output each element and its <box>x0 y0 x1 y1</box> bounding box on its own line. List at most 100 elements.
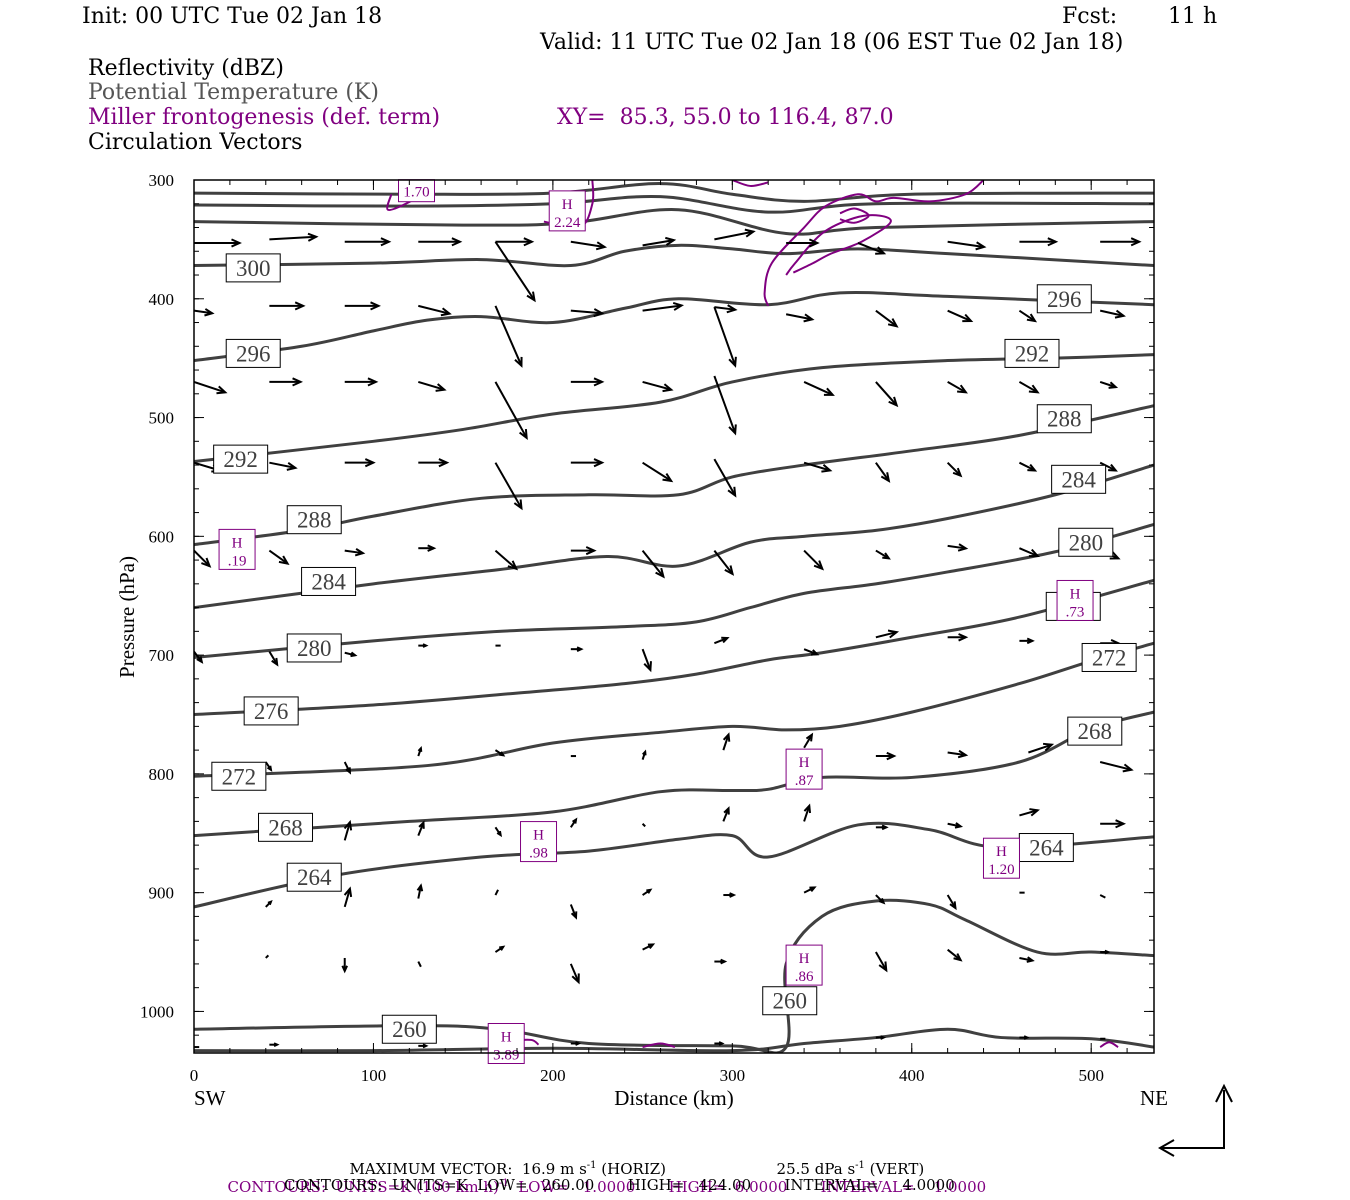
contour-label-text: 292 <box>223 447 258 472</box>
frontogenesis-contour <box>839 207 870 224</box>
vector-head <box>647 943 656 950</box>
circulation-vector <box>344 377 379 387</box>
circulation-vector <box>875 629 900 639</box>
high-box <box>548 190 586 232</box>
vector-shaft <box>1019 547 1039 557</box>
vector-head <box>496 830 503 838</box>
circulation-vector <box>642 461 674 483</box>
vector-head <box>1108 463 1118 472</box>
theta-contour-260 <box>194 898 1154 1053</box>
circulation-vector <box>947 633 969 642</box>
reference-vector-icon <box>1157 1083 1233 1157</box>
vector-head <box>821 463 833 473</box>
vector-head <box>370 301 381 311</box>
vector-head <box>957 384 968 394</box>
x-tick-label: 200 <box>540 1066 566 1085</box>
vector-head <box>1108 381 1119 389</box>
theta-contour-label: 264 <box>1018 833 1074 863</box>
max-vector-horiz-tag: (HORIZ) <box>596 1160 667 1178</box>
high-value: .86 <box>795 969 814 985</box>
circulation-vector <box>341 957 348 974</box>
vector-head <box>1027 463 1038 472</box>
circulation-vector <box>803 549 825 571</box>
circulation-vector <box>642 943 656 951</box>
circulation-vector <box>722 732 731 751</box>
frontogenesis-high: H 1.20 <box>982 837 1020 879</box>
circulation-vector <box>1019 237 1059 247</box>
vector-shaft <box>642 239 674 247</box>
circulation-vector <box>713 458 737 498</box>
vector-shaft <box>946 894 957 909</box>
circulation-vector <box>344 458 376 468</box>
vector-head <box>1109 551 1121 560</box>
vector-shaft <box>641 648 652 671</box>
theta-contour-label: 284 <box>1051 464 1107 494</box>
circulation-vector <box>494 826 503 838</box>
vector-shaft <box>947 309 972 322</box>
contour-label-box <box>1058 527 1114 557</box>
vector-head <box>886 751 897 761</box>
theta-contour-284 <box>194 463 1154 610</box>
vector-head <box>451 237 463 247</box>
vector-shaft <box>417 961 422 968</box>
vector-head <box>1029 808 1040 817</box>
frontogenesis-contour <box>731 180 769 187</box>
theta-contour-label: 292 <box>213 444 269 474</box>
circulation-vector <box>857 242 887 255</box>
circulation-vector <box>1100 237 1142 247</box>
circulation-vector <box>344 301 381 311</box>
circulation-vector <box>417 820 425 837</box>
contour-label-text: 280 <box>297 636 332 661</box>
vector-head <box>585 546 597 556</box>
vector-head <box>204 308 215 317</box>
theta-contour-268 <box>194 710 1154 838</box>
vector-shaft <box>785 313 813 321</box>
vector-shaft <box>1099 894 1106 899</box>
contour-label-box <box>213 444 269 474</box>
contour-label-text: 284 <box>311 569 346 594</box>
vector-head <box>343 819 353 831</box>
circulation-vector <box>269 232 319 242</box>
vector-head <box>882 552 891 560</box>
vector-head <box>646 888 653 894</box>
vector-head <box>231 238 242 248</box>
vector-head <box>435 383 447 392</box>
theta-contour-288 <box>194 404 1154 547</box>
vector-head <box>418 820 425 829</box>
circulation-vector <box>418 380 447 392</box>
vector-shaft <box>642 304 682 312</box>
vector-head <box>949 901 957 911</box>
contour-label-text: 260 <box>772 989 807 1014</box>
vector-shaft <box>1018 381 1039 394</box>
vector-head <box>216 385 228 395</box>
vector-head <box>1028 548 1040 558</box>
vector-head <box>642 749 647 756</box>
theta-contour-300 <box>194 243 1154 268</box>
vector-head <box>427 544 437 552</box>
circulation-vector <box>642 888 653 896</box>
x-axis-title: Distance (km) <box>614 1086 734 1110</box>
vector-head <box>720 958 728 965</box>
circulation-vector <box>265 899 273 908</box>
vector-shaft <box>947 240 985 248</box>
circulation-vector <box>803 648 820 656</box>
y-tick-label: 700 <box>149 646 175 665</box>
vector-shaft <box>265 954 270 959</box>
vector-shaft <box>875 631 897 639</box>
vector-head <box>878 961 888 973</box>
contour-label-text: 272 <box>1092 645 1127 670</box>
vector-shaft <box>194 309 213 315</box>
circulation-vector <box>947 240 987 251</box>
circulation-vector <box>946 894 957 911</box>
contour-label-text: 276 <box>254 699 289 724</box>
vector-shaft <box>418 304 450 315</box>
vector-head <box>952 467 963 478</box>
theta-contours <box>194 182 1154 1053</box>
high-marker: H <box>799 755 810 771</box>
vector-shaft <box>1018 461 1036 472</box>
circulation-vector <box>947 543 969 552</box>
vector-shaft <box>947 544 966 550</box>
circulation-vector <box>494 945 506 953</box>
x-tick-label: 500 <box>1078 1066 1104 1085</box>
contour-label-box <box>762 986 818 1016</box>
